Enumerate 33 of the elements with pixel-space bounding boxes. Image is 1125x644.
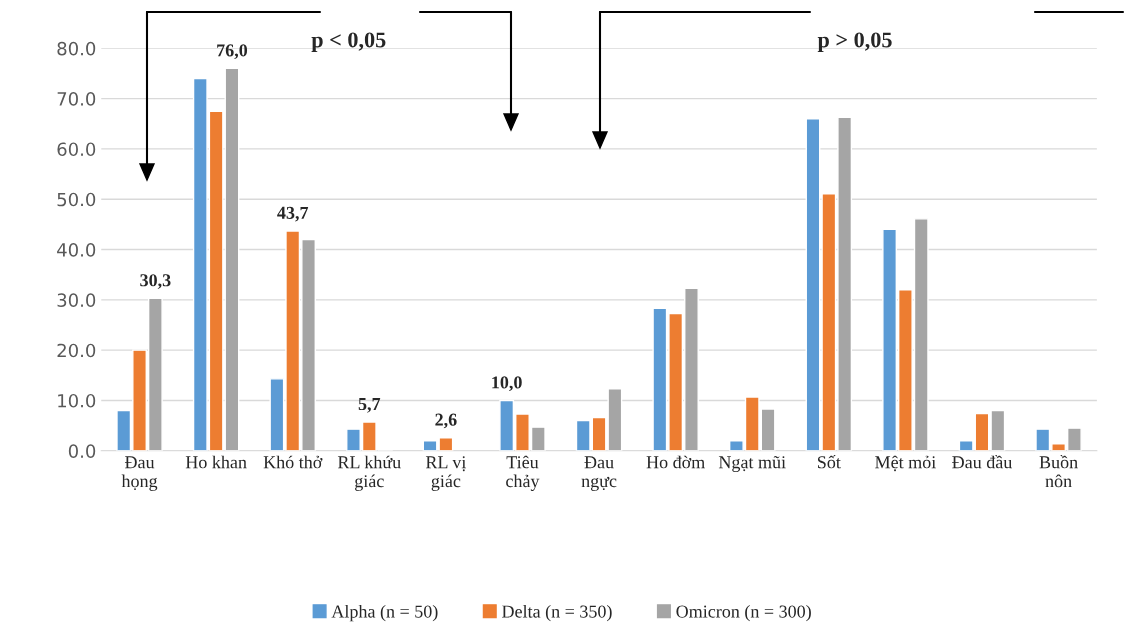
x-tick-label: Khó thở bbox=[263, 455, 323, 469]
y-tick-label: 40.0 bbox=[57, 243, 96, 257]
data-label: 5,7 bbox=[358, 398, 381, 413]
x-tick-label: Đau ngực bbox=[581, 456, 617, 491]
x-tick-label: RL vị giác bbox=[425, 456, 467, 491]
y-tick-label: 30.0 bbox=[57, 293, 96, 307]
annotation: p < 0,05 bbox=[311, 32, 386, 52]
y-tick-label: 80.0 bbox=[57, 41, 96, 56]
y-tick-label: 70.0 bbox=[57, 92, 96, 106]
y-tick-label: 20.0 bbox=[57, 343, 96, 358]
legend-label: Alpha (n = 50) bbox=[331, 604, 438, 622]
legend-label: Omicron (n = 300) bbox=[676, 604, 811, 622]
x-tick-label: Buồn nôn bbox=[1039, 455, 1078, 488]
x-tick-label: Ho đờm bbox=[646, 455, 705, 469]
annotation: p > 0,05 bbox=[817, 32, 892, 52]
x-tick-label: Đau đầu bbox=[952, 455, 1013, 469]
x-tick-label: Ho khan bbox=[185, 455, 247, 469]
x-tick-label: RL khứu giác bbox=[337, 455, 401, 491]
legend-label: Delta (n = 350) bbox=[502, 604, 612, 622]
y-tick-label: 60.0 bbox=[57, 142, 96, 157]
data-label: 43,7 bbox=[277, 206, 309, 222]
y-tick-label: 50.0 bbox=[57, 192, 96, 207]
data-label: 2,6 bbox=[435, 413, 457, 429]
x-tick-label: Mệt mỏi bbox=[875, 455, 936, 472]
y-tick-label: 0.0 bbox=[68, 444, 96, 458]
x-tick-label: Ngạt mũi bbox=[718, 455, 786, 473]
data-label: 30,3 bbox=[140, 274, 171, 289]
y-tick-label: 10.0 bbox=[58, 393, 96, 408]
x-tick-label: Sốt bbox=[817, 455, 841, 469]
data-label: 76,0 bbox=[217, 44, 248, 60]
x-tick-label: Đau họng bbox=[121, 456, 158, 491]
data-label: 10,0 bbox=[492, 376, 522, 392]
x-tick-label: Tiêu chảy bbox=[506, 455, 540, 491]
